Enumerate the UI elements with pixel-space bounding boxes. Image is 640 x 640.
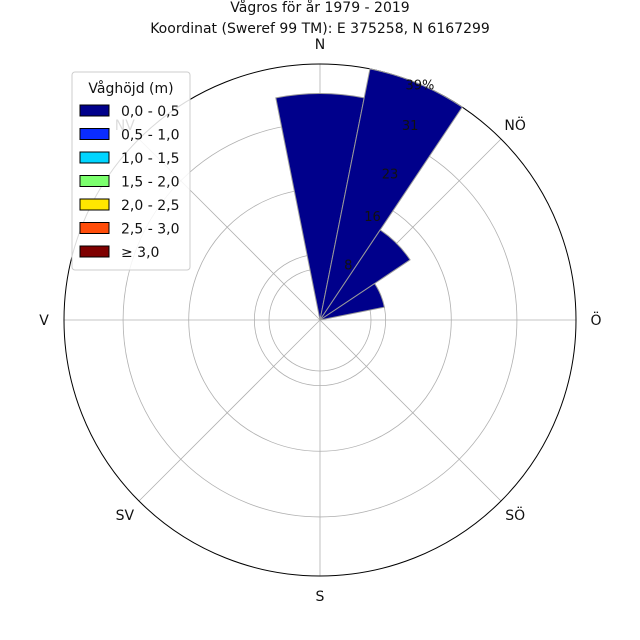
legend-label: 0,0 - 0,5: [121, 104, 179, 120]
bar-2: [319, 229, 411, 321]
radial-tick-label: 8: [344, 258, 352, 273]
direction-label-V: V: [39, 313, 49, 329]
legend-label: 2,0 - 2,5: [121, 198, 179, 214]
direction-label-NÖ: NÖ: [504, 116, 526, 134]
spoke-SÖ: [319, 319, 502, 502]
spoke-SV: [138, 319, 321, 502]
radial-labels: 8 16 23 31 39%: [344, 78, 434, 273]
radial-max-label: 39%: [406, 78, 435, 93]
direction-label-N: N: [315, 37, 325, 53]
legend-swatch: [79, 198, 110, 211]
bar-1: [319, 68, 463, 321]
legend-label: 1,5 - 2,0: [121, 175, 179, 191]
legend-title: Våghöjd (m): [88, 80, 173, 97]
direction-label-SÖ: SÖ: [505, 506, 525, 524]
legend-label: 2,5 - 3,0: [121, 222, 179, 238]
legend-entries: 0,0 - 0,5 0,5 - 1,0 1,0 - 1,5 1,5 - 2,0 2,0 …: [79, 104, 179, 261]
legend-label: 1,0 - 1,5: [121, 151, 179, 167]
chart-title: Vågros för år 1979 - 2019: [230, 0, 409, 16]
legend-swatch: [79, 175, 110, 187]
legend-swatch: [79, 104, 110, 117]
outer-ring: [63, 63, 577, 577]
legend: Våghöjd (m) 0,0 - 0,5 0,5 - 1,0 1,0 - 1,5 1…: [71, 71, 191, 271]
radial-tick-label: 23: [382, 168, 399, 183]
radial-tick-label: 31: [402, 119, 419, 134]
bars-layer: [275, 68, 463, 321]
radial-tick-label: 16: [364, 210, 381, 225]
chart-subtitle: Koordinat (Sweref 99 TM): E 375258, N 61…: [150, 21, 490, 37]
legend-swatch: [79, 222, 110, 234]
legend-label: ≥ 3,0: [121, 245, 159, 261]
direction-label-Ö: Ö: [590, 311, 601, 329]
direction-label-S: S: [316, 589, 325, 605]
bar-3: [319, 282, 385, 321]
legend-swatch: [79, 151, 110, 164]
legend-swatch: [79, 128, 110, 140]
direction-label-SV: SV: [116, 508, 135, 524]
legend-label: 0,5 - 1,0: [121, 128, 179, 144]
legend-swatch: [79, 245, 110, 258]
legend-frame: [71, 71, 191, 271]
